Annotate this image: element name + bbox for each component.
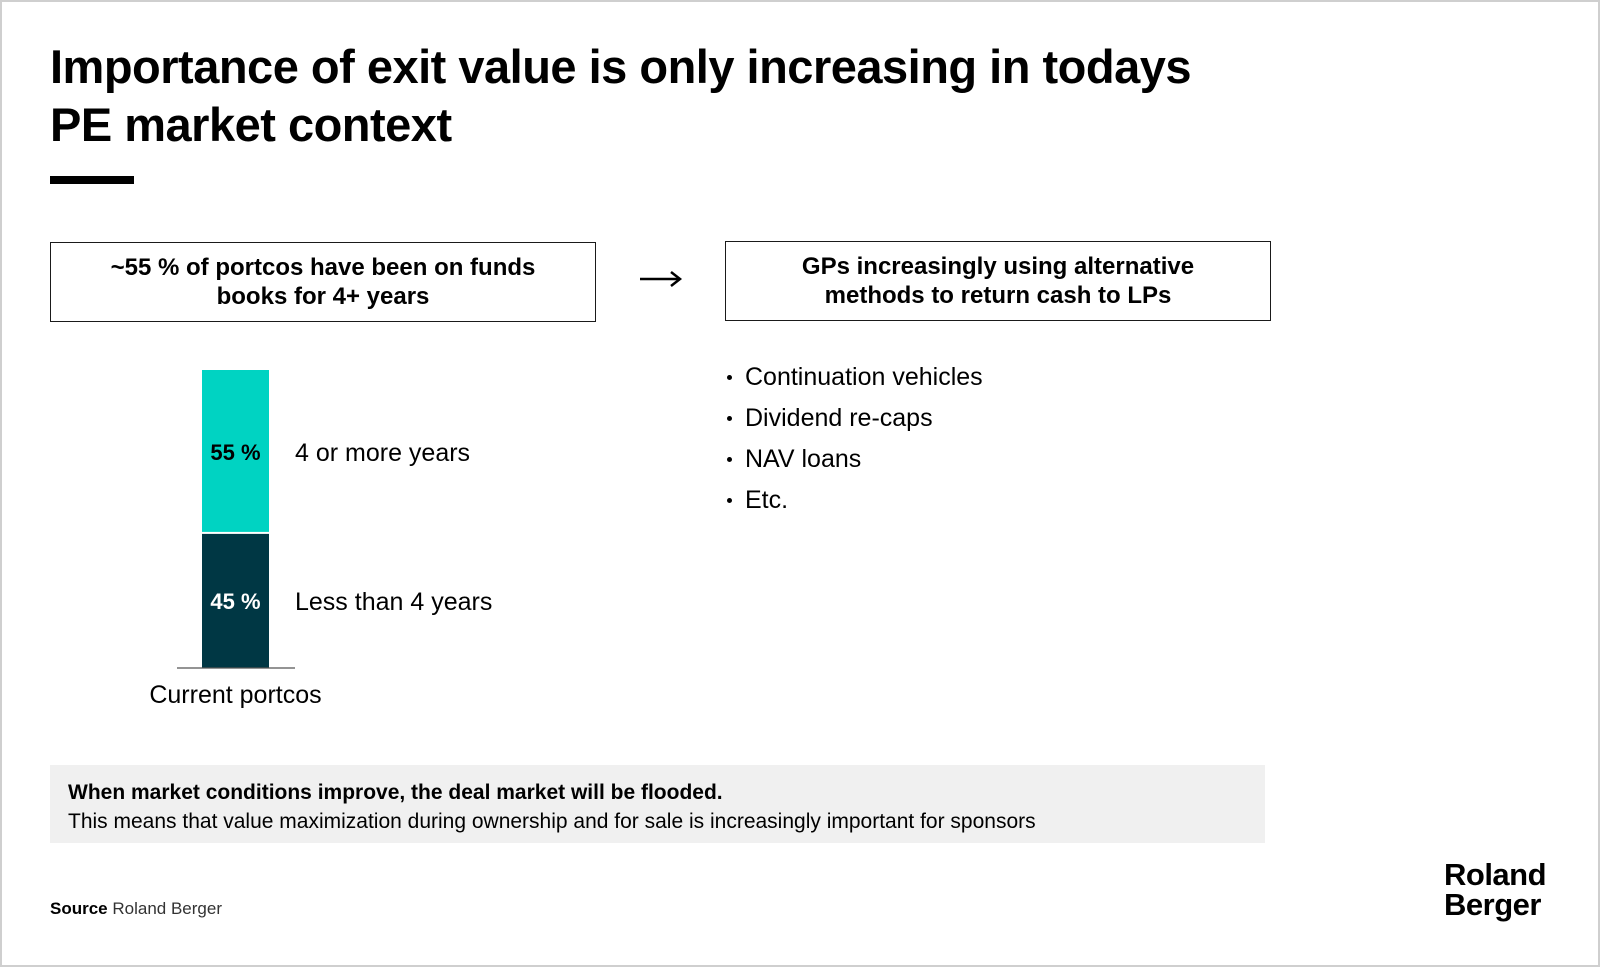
bullet-text: Continuation vehicles — [745, 363, 983, 391]
left-statement-text: ~55 % of portcos have been on funds book… — [110, 254, 536, 310]
bullet-item: Dividend re-caps — [727, 398, 983, 439]
callout-box: When market conditions improve, the deal… — [50, 765, 1265, 843]
bullet-text: NAV loans — [745, 445, 862, 473]
bullet-dot — [727, 375, 732, 380]
bullet-dot — [727, 416, 732, 421]
bullet-dot — [727, 457, 732, 462]
callout-text: This means that value maximization durin… — [68, 810, 1036, 833]
left-statement-box: ~55 % of portcos have been on funds book… — [50, 242, 596, 322]
source-label: Source — [50, 899, 108, 918]
bullet-item: Etc. — [727, 480, 983, 521]
page-title: Importance of exit value is only increas… — [50, 40, 1192, 151]
arrow-right-icon — [640, 271, 683, 287]
right-statement-text: GPs increasingly using alternative metho… — [801, 253, 1195, 309]
logo-line-1: Roland — [1444, 857, 1547, 892]
bullet-dot — [727, 498, 732, 503]
roland-berger-logo: Roland Berger — [1444, 857, 1564, 922]
right-statement-box: GPs increasingly using alternative metho… — [725, 241, 1271, 321]
bullet-text: Dividend re-caps — [745, 404, 933, 432]
source-value: Roland Berger — [112, 899, 222, 918]
bullet-text: Etc. — [745, 486, 789, 514]
logo-line-2: Berger — [1444, 887, 1541, 922]
title-underline — [50, 176, 134, 184]
bullet-item: Continuation vehicles — [727, 357, 983, 398]
callout-headline: When market conditions improve, the deal… — [68, 781, 723, 804]
bullet-item: NAV loans — [727, 439, 983, 480]
bullet-list: Continuation vehicles Dividend re-caps N… — [727, 357, 983, 521]
source-note: Source Roland Berger — [50, 899, 222, 919]
